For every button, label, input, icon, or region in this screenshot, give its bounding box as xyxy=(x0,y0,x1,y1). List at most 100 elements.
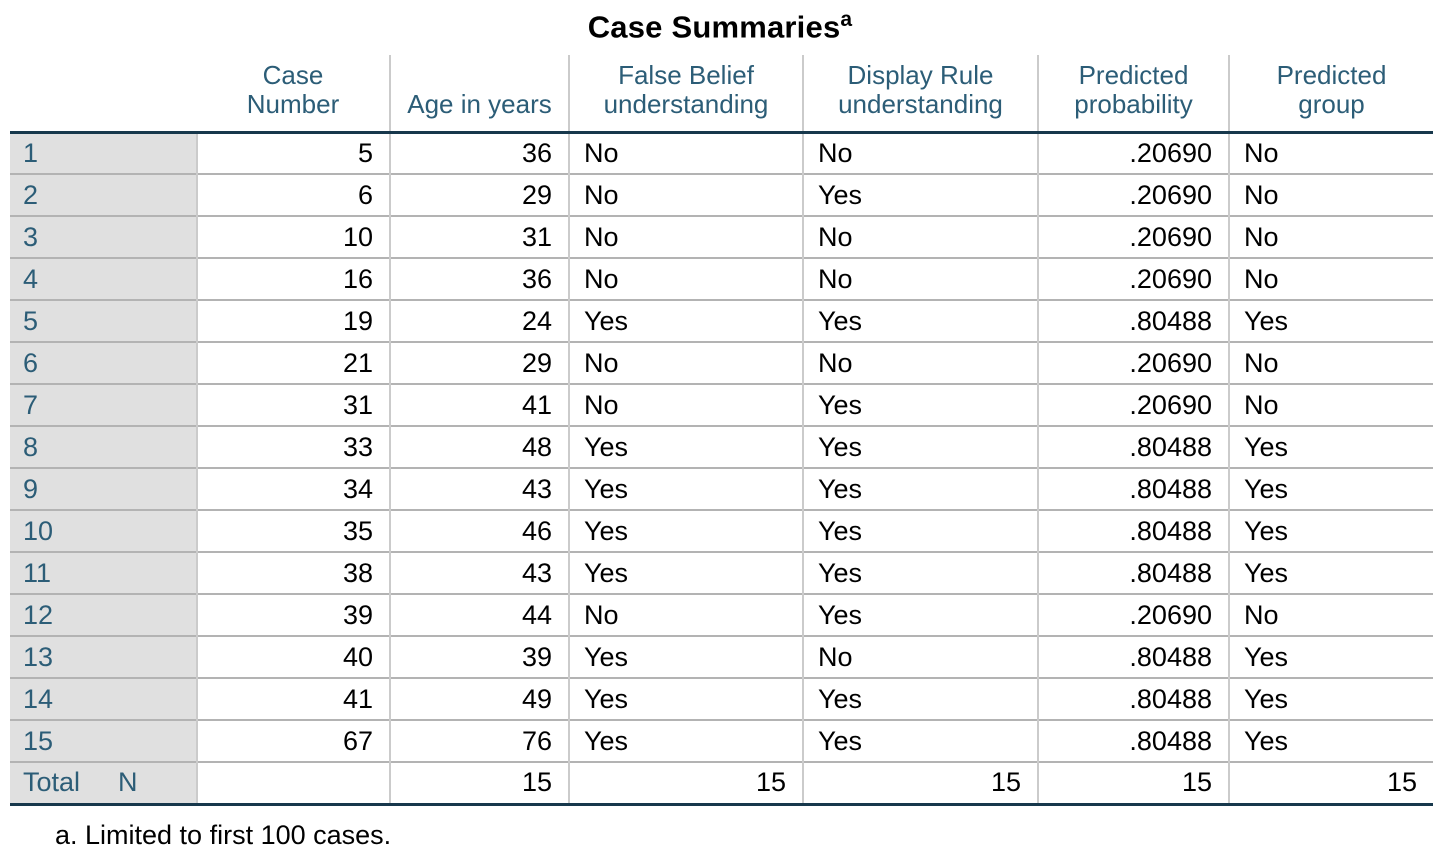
row-label: 5 xyxy=(10,300,197,343)
cell-predicted-probability: .80488 xyxy=(1037,636,1229,679)
table-row: 10 35 46 Yes Yes .80488 Yes xyxy=(10,510,1433,553)
cell-case-number: 10 xyxy=(196,216,390,259)
cell-false-belief: Yes xyxy=(568,300,803,343)
table-row: 7 31 41 No Yes .20690 No xyxy=(10,384,1433,427)
cell-predicted-probability: .20690 xyxy=(1037,258,1229,301)
cell-false-belief: No xyxy=(568,258,803,301)
total-row-label: Total N xyxy=(10,762,197,805)
cell-predicted-probability: .20690 xyxy=(1037,594,1229,637)
cell-predicted-group: No xyxy=(1228,384,1433,427)
cell-predicted-group: Yes xyxy=(1228,720,1433,763)
cell-false-belief: Yes xyxy=(568,636,803,679)
table-row: 15 67 76 Yes Yes .80488 Yes xyxy=(10,720,1433,763)
cell-false-belief: Yes xyxy=(568,720,803,763)
cell-predicted-group: Yes xyxy=(1228,426,1433,469)
total-cell-predicted-group: 15 xyxy=(1228,762,1433,805)
page-title-text: Case Summaries xyxy=(587,9,841,45)
header-row: Case Number Age in years False Belief un… xyxy=(10,55,1433,133)
row-label: 13 xyxy=(10,636,197,679)
table-row: 2 6 29 No Yes .20690 No xyxy=(10,174,1433,217)
total-label: Total xyxy=(23,767,81,798)
cell-age: 48 xyxy=(389,426,569,469)
cell-age: 29 xyxy=(389,174,569,217)
table-header: Case Number Age in years False Belief un… xyxy=(10,55,1433,133)
table-row: 9 34 43 Yes Yes .80488 Yes xyxy=(10,468,1433,511)
cell-case-number: 5 xyxy=(196,132,390,175)
cell-age: 43 xyxy=(389,552,569,595)
cell-false-belief: Yes xyxy=(568,468,803,511)
cell-false-belief: Yes xyxy=(568,552,803,595)
cell-predicted-probability: .80488 xyxy=(1037,510,1229,553)
column-header-display-rule: Display Rule understanding xyxy=(802,55,1038,133)
row-label: 8 xyxy=(10,426,197,469)
total-cell-case-number xyxy=(196,762,390,805)
table-row: 12 39 44 No Yes .20690 No xyxy=(10,594,1433,637)
cell-display-rule: No xyxy=(802,132,1038,175)
total-cell-display-rule: 15 xyxy=(802,762,1038,805)
table-row: 5 19 24 Yes Yes .80488 Yes xyxy=(10,300,1433,343)
cell-age: 46 xyxy=(389,510,569,553)
table-row: 1 5 36 No No .20690 No xyxy=(10,132,1433,175)
cell-predicted-group: No xyxy=(1228,258,1433,301)
cell-predicted-group: Yes xyxy=(1228,510,1433,553)
row-label: 10 xyxy=(10,510,197,553)
cell-predicted-group: Yes xyxy=(1228,468,1433,511)
row-label: 14 xyxy=(10,678,197,721)
cell-false-belief: Yes xyxy=(568,678,803,721)
cell-display-rule: Yes xyxy=(802,552,1038,595)
cell-predicted-group: No xyxy=(1228,594,1433,637)
cell-display-rule: No xyxy=(802,342,1038,385)
cell-age: 44 xyxy=(389,594,569,637)
cell-predicted-probability: .20690 xyxy=(1037,216,1229,259)
cell-case-number: 39 xyxy=(196,594,390,637)
cell-display-rule: Yes xyxy=(802,426,1038,469)
cell-display-rule: Yes xyxy=(802,468,1038,511)
table-row: 4 16 36 No No .20690 No xyxy=(10,258,1433,301)
cell-false-belief: No xyxy=(568,216,803,259)
cell-predicted-group: Yes xyxy=(1228,552,1433,595)
cell-age: 39 xyxy=(389,636,569,679)
cell-false-belief: Yes xyxy=(568,510,803,553)
cell-predicted-group: No xyxy=(1228,132,1433,175)
title-footnote-marker: a xyxy=(840,8,853,31)
cell-age: 36 xyxy=(389,258,569,301)
cell-predicted-probability: .80488 xyxy=(1037,552,1229,595)
cell-age: 49 xyxy=(389,678,569,721)
column-header-age: Age in years xyxy=(389,55,569,133)
cell-case-number: 21 xyxy=(196,342,390,385)
cell-predicted-probability: .80488 xyxy=(1037,468,1229,511)
cell-case-number: 40 xyxy=(196,636,390,679)
cell-false-belief: No xyxy=(568,132,803,175)
cell-case-number: 35 xyxy=(196,510,390,553)
total-row: Total N 15 15 15 15 15 xyxy=(10,762,1433,805)
cell-display-rule: Yes xyxy=(802,594,1038,637)
table-body: 1 5 36 No No .20690 No 2 6 29 No Yes .20… xyxy=(10,132,1433,805)
page-title: Case Summariesa xyxy=(0,8,1440,45)
cell-false-belief: No xyxy=(568,594,803,637)
cell-predicted-group: Yes xyxy=(1228,636,1433,679)
cell-false-belief: No xyxy=(568,174,803,217)
cell-age: 29 xyxy=(389,342,569,385)
row-label: 9 xyxy=(10,468,197,511)
cell-display-rule: Yes xyxy=(802,510,1038,553)
cell-predicted-probability: .80488 xyxy=(1037,720,1229,763)
cell-predicted-probability: .80488 xyxy=(1037,300,1229,343)
row-label: 15 xyxy=(10,720,197,763)
cell-age: 31 xyxy=(389,216,569,259)
total-statistic-label: N xyxy=(118,767,138,798)
total-cell-predicted-probability: 15 xyxy=(1037,762,1229,805)
cell-display-rule: No xyxy=(802,258,1038,301)
cell-display-rule: Yes xyxy=(802,720,1038,763)
cell-predicted-group: No xyxy=(1228,342,1433,385)
row-label: 12 xyxy=(10,594,197,637)
case-summaries-table: Case Number Age in years False Belief un… xyxy=(10,55,1433,805)
cell-case-number: 31 xyxy=(196,384,390,427)
table-row: 8 33 48 Yes Yes .80488 Yes xyxy=(10,426,1433,469)
cell-predicted-group: No xyxy=(1228,216,1433,259)
row-label: 6 xyxy=(10,342,197,385)
cell-predicted-group: No xyxy=(1228,174,1433,217)
cell-predicted-group: Yes xyxy=(1228,678,1433,721)
cell-false-belief: No xyxy=(568,384,803,427)
row-label: 3 xyxy=(10,216,197,259)
table-footnote: a. Limited to first 100 cases. xyxy=(55,819,392,850)
